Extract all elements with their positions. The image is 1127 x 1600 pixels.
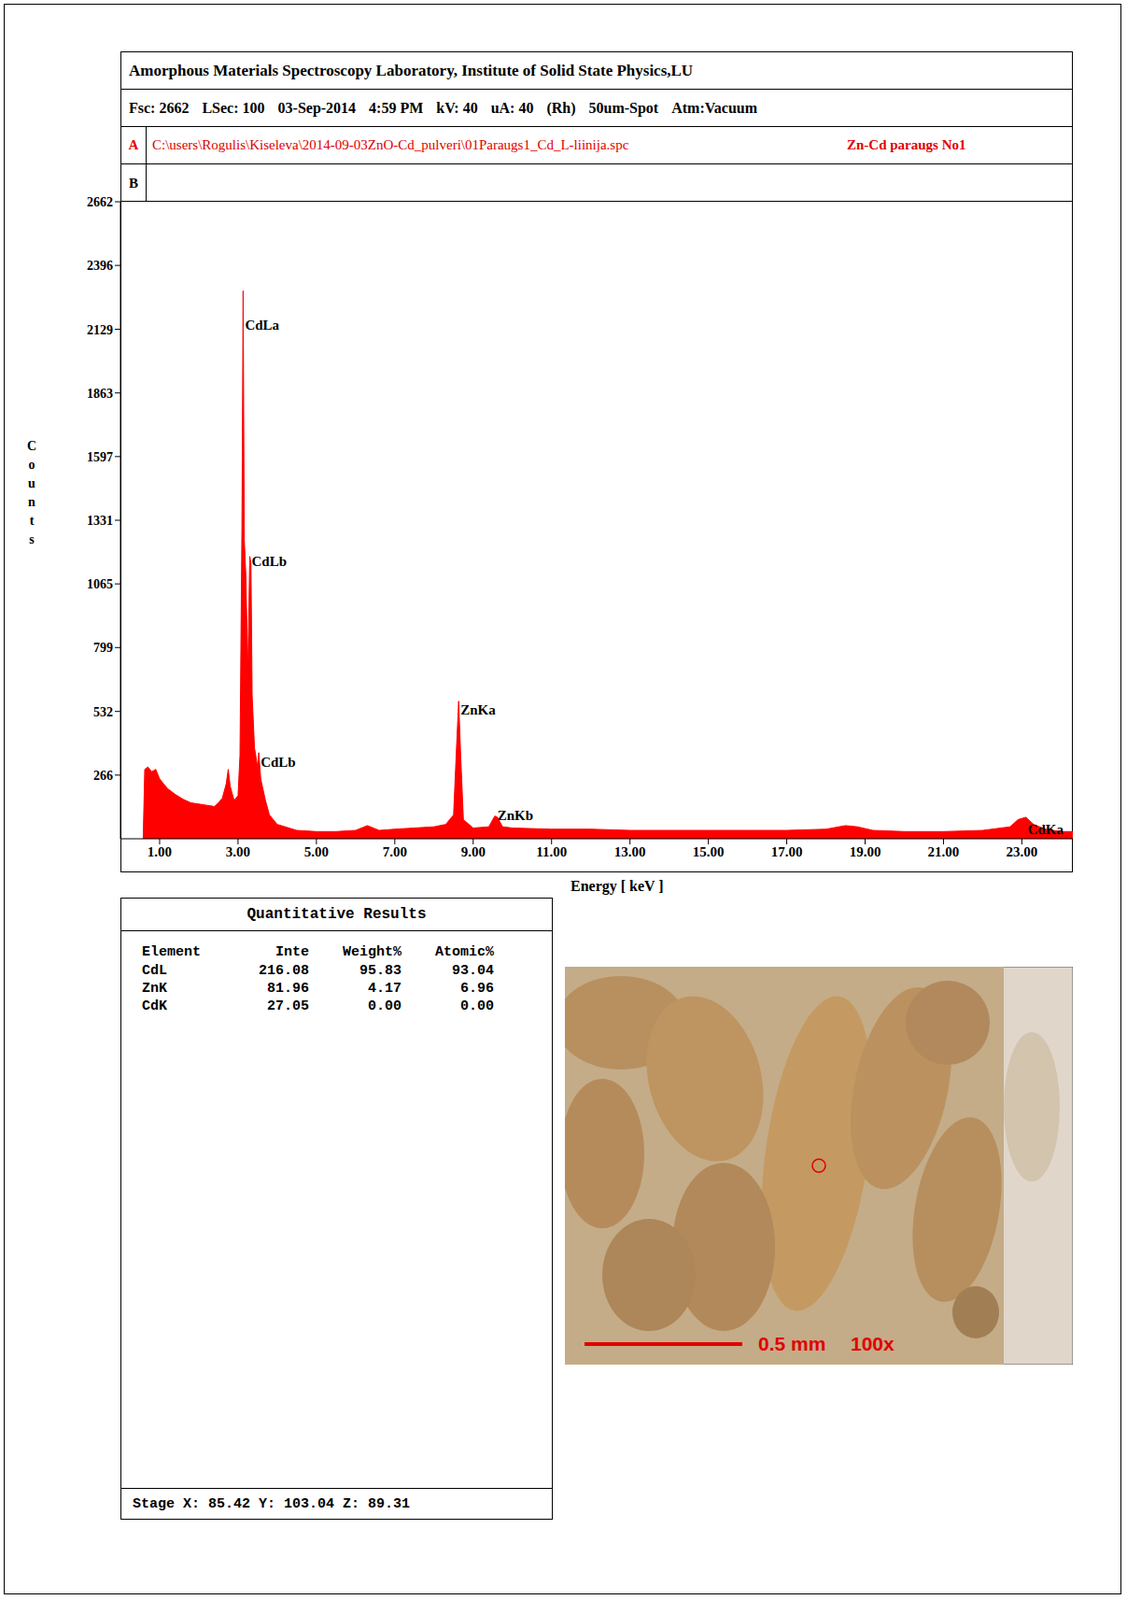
html-text:0.00: 0.00 — [460, 998, 494, 1015]
svg-text:1597: 1597 — [86, 450, 113, 465]
html-text:93.04: 93.04 — [451, 962, 494, 979]
html-text:Atomic%: Atomic% — [435, 943, 494, 960]
html-text:CdL: CdL — [141, 962, 168, 979]
svg-text:CdLb: CdLb — [252, 553, 288, 569]
html-text:CdK: CdK — [141, 998, 168, 1015]
html-text:4:59 PM: 4:59 PM — [368, 99, 424, 116]
html-text:03-Sep-2014: 03-Sep-2014 — [277, 99, 356, 116]
svg-text:1863: 1863 — [86, 386, 113, 401]
html-text:Weight%: Weight% — [342, 943, 402, 960]
html-text:u: u — [28, 476, 36, 491]
html-text:ZnK: ZnK — [141, 980, 168, 997]
html-text:95.83: 95.83 — [359, 962, 402, 979]
svg-text:1331: 1331 — [86, 513, 113, 528]
html-text:Energy [ keV ]: Energy [ keV ] — [570, 877, 664, 894]
html-text:uA: 40: uA: 40 — [490, 99, 534, 116]
html-text:(Rh): (Rh) — [546, 99, 576, 116]
svg-text:3.00: 3.00 — [225, 844, 251, 860]
html-text:Atm:Vacuum: Atm:Vacuum — [671, 99, 758, 116]
svg-text:17.00: 17.00 — [771, 844, 803, 860]
html-text:0.00: 0.00 — [367, 998, 402, 1015]
svg-text:532: 532 — [93, 704, 113, 719]
html-text:Amorphous Materials Spectrosco: Amorphous Materials Spectroscopy Laborat… — [128, 61, 693, 79]
html-text:LSec: 100: LSec: 100 — [202, 99, 265, 116]
svg-text:2662: 2662 — [86, 195, 113, 210]
html-text:27.05: 27.05 — [267, 998, 310, 1015]
svg-text:19.00: 19.00 — [849, 844, 882, 860]
html-text:A: A — [128, 137, 139, 153]
svg-text:21.00: 21.00 — [928, 844, 960, 860]
svg-text:CdKa: CdKa — [1028, 821, 1065, 837]
svg-text:5.00: 5.00 — [304, 844, 329, 860]
html-text:216.08: 216.08 — [258, 962, 310, 979]
html-text:s: s — [29, 532, 35, 547]
svg-text:CdLa: CdLa — [244, 317, 280, 333]
html-text:n: n — [28, 494, 36, 509]
html-text:Zn-Cd paraugs No1: Zn-Cd paraugs No1 — [846, 137, 966, 153]
html-text:81.96: 81.96 — [267, 980, 310, 997]
html-text:Inte: Inte — [275, 943, 310, 960]
svg-text:7.00: 7.00 — [382, 844, 408, 860]
svg-text:CdLb: CdLb — [260, 754, 296, 770]
html-text:Fsc: 2662: Fsc: 2662 — [128, 99, 189, 116]
html-text:Element: Element — [141, 943, 201, 960]
html-text:kV: 40: kV: 40 — [436, 99, 478, 116]
svg-text:2396: 2396 — [86, 258, 113, 273]
html-text:Quantitative Results: Quantitative Results — [246, 905, 427, 923]
html-text:6.96: 6.96 — [460, 980, 494, 997]
svg-text:2129: 2129 — [86, 323, 113, 338]
html-text:C:\users\Rogulis\Kiseleva\2014: C:\users\Rogulis\Kiseleva\2014-09-03ZnO-… — [152, 137, 629, 153]
svg-text:266: 266 — [93, 768, 113, 783]
svg-text:9.00: 9.00 — [461, 844, 486, 860]
html-text:o: o — [28, 457, 36, 472]
html-text:4.17: 4.17 — [367, 980, 402, 997]
html-text:Stage X: 85.42 Y: 103.04 Z: 89: Stage X: 85.42 Y: 103.04 Z: 89.31 — [132, 1495, 410, 1512]
svg-text:1065: 1065 — [86, 577, 113, 592]
html-text:C: C — [26, 438, 37, 453]
svg-text:11.00: 11.00 — [535, 844, 567, 860]
html-text:B: B — [128, 175, 139, 191]
svg-text:0.5 mm: 0.5 mm — [758, 1332, 826, 1354]
svg-text:ZnKb: ZnKb — [497, 807, 534, 823]
html-text:t: t — [29, 513, 34, 528]
svg-text:100x: 100x — [850, 1332, 895, 1354]
svg-text:15.00: 15.00 — [692, 844, 725, 860]
svg-text:ZnKa: ZnKa — [460, 702, 496, 718]
html-text:50um-Spot: 50um-Spot — [588, 99, 659, 116]
svg-text:799: 799 — [93, 640, 113, 655]
svg-text:13.00: 13.00 — [614, 844, 647, 860]
svg-text:23.00: 23.00 — [1006, 844, 1039, 860]
svg-text:1.00: 1.00 — [147, 844, 172, 860]
